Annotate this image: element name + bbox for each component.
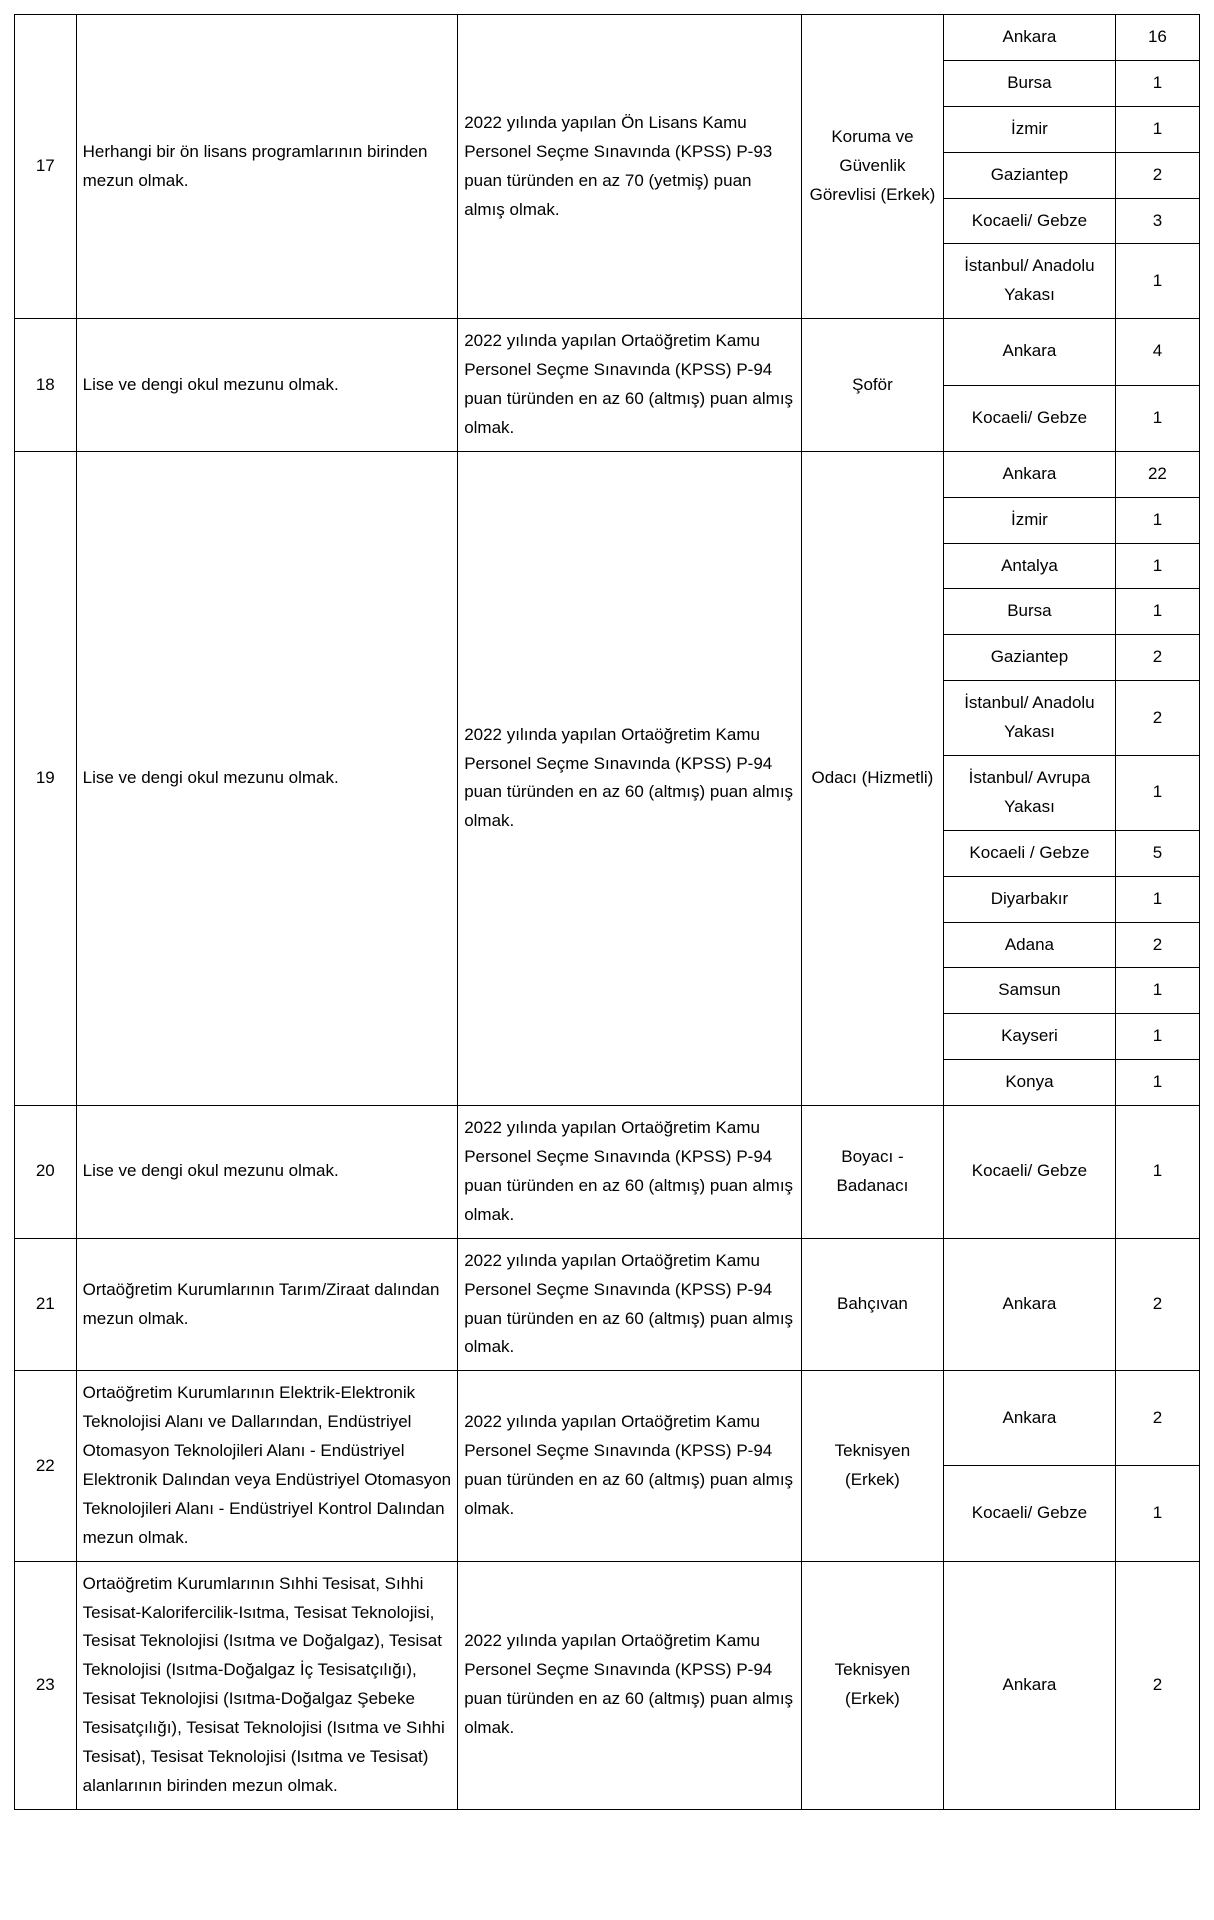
exam-requirement: 2022 yılında yapılan Ortaöğretim Kamu Pe… [458, 1371, 802, 1561]
location-cell: Kocaeli/ Gebze [944, 1106, 1116, 1239]
location-cell: Gaziantep [944, 152, 1116, 198]
count-cell: 1 [1115, 756, 1199, 831]
table-row: 19Lise ve dengi okul mezunu olmak.2022 y… [15, 451, 1200, 497]
count-cell: 3 [1115, 198, 1199, 244]
exam-requirement: 2022 yılında yapılan Ön Lisans Kamu Pers… [458, 15, 802, 319]
table-row: 22Ortaöğretim Kurumlarının Elektrik-Elek… [15, 1371, 1200, 1466]
table-row: 21Ortaöğretim Kurumlarının Tarım/Ziraat … [15, 1238, 1200, 1371]
location-cell: İzmir [944, 106, 1116, 152]
count-cell: 1 [1115, 1060, 1199, 1106]
count-cell: 1 [1115, 876, 1199, 922]
exam-requirement: 2022 yılında yapılan Ortaöğretim Kamu Pe… [458, 319, 802, 452]
table-row: 23Ortaöğretim Kurumlarının Sıhhi Tesisat… [15, 1561, 1200, 1809]
count-cell: 1 [1115, 1014, 1199, 1060]
exam-requirement: 2022 yılında yapılan Ortaöğretim Kamu Pe… [458, 1238, 802, 1371]
row-number: 22 [15, 1371, 77, 1561]
table-row: 17Herhangi bir ön lisans programlarının … [15, 15, 1200, 61]
location-cell: Ankara [944, 1561, 1116, 1809]
location-cell: Kocaeli/ Gebze [944, 1466, 1116, 1561]
location-cell: Ankara [944, 319, 1116, 385]
row-number: 19 [15, 451, 77, 1105]
row-number: 17 [15, 15, 77, 319]
location-cell: İstanbul/ Anadolu Yakası [944, 681, 1116, 756]
count-cell: 16 [1115, 15, 1199, 61]
count-cell: 1 [1115, 385, 1199, 451]
count-cell: 2 [1115, 922, 1199, 968]
positions-table: 17Herhangi bir ön lisans programlarının … [14, 14, 1200, 1810]
count-cell: 2 [1115, 1371, 1199, 1466]
education-requirement: Ortaöğretim Kurumlarının Sıhhi Tesisat, … [76, 1561, 458, 1809]
location-cell: Konya [944, 1060, 1116, 1106]
count-cell: 2 [1115, 1238, 1199, 1371]
education-requirement: Ortaöğretim Kurumlarının Elektrik-Elektr… [76, 1371, 458, 1561]
education-requirement: Herhangi bir ön lisans programlarının bi… [76, 15, 458, 319]
location-cell: Kocaeli/ Gebze [944, 385, 1116, 451]
location-cell: Diyarbakır [944, 876, 1116, 922]
row-number: 23 [15, 1561, 77, 1809]
location-cell: Ankara [944, 451, 1116, 497]
count-cell: 2 [1115, 1561, 1199, 1809]
position-title: Teknisyen (Erkek) [801, 1371, 943, 1561]
exam-requirement: 2022 yılında yapılan Ortaöğretim Kamu Pe… [458, 1561, 802, 1809]
row-number: 20 [15, 1106, 77, 1239]
table-row: 20Lise ve dengi okul mezunu olmak.2022 y… [15, 1106, 1200, 1239]
location-cell: Ankara [944, 1238, 1116, 1371]
education-requirement: Lise ve dengi okul mezunu olmak. [76, 1106, 458, 1239]
count-cell: 2 [1115, 635, 1199, 681]
count-cell: 1 [1115, 968, 1199, 1014]
position-title: Şoför [801, 319, 943, 452]
count-cell: 1 [1115, 497, 1199, 543]
location-cell: Kocaeli/ Gebze [944, 198, 1116, 244]
position-title: Odacı (Hizmetli) [801, 451, 943, 1105]
count-cell: 4 [1115, 319, 1199, 385]
count-cell: 1 [1115, 106, 1199, 152]
count-cell: 22 [1115, 451, 1199, 497]
location-cell: İzmir [944, 497, 1116, 543]
location-cell: Ankara [944, 15, 1116, 61]
location-cell: İstanbul/ Anadolu Yakası [944, 244, 1116, 319]
count-cell: 1 [1115, 60, 1199, 106]
count-cell: 1 [1115, 543, 1199, 589]
position-title: Boyacı - Badanacı [801, 1106, 943, 1239]
count-cell: 1 [1115, 589, 1199, 635]
location-cell: İstanbul/ Avrupa Yakası [944, 756, 1116, 831]
location-cell: Bursa [944, 60, 1116, 106]
count-cell: 1 [1115, 1106, 1199, 1239]
table-row: 18Lise ve dengi okul mezunu olmak.2022 y… [15, 319, 1200, 385]
position-title: Koruma ve Güvenlik Görevlisi (Erkek) [801, 15, 943, 319]
education-requirement: Lise ve dengi okul mezunu olmak. [76, 319, 458, 452]
count-cell: 5 [1115, 830, 1199, 876]
location-cell: Antalya [944, 543, 1116, 589]
exam-requirement: 2022 yılında yapılan Ortaöğretim Kamu Pe… [458, 451, 802, 1105]
location-cell: Gaziantep [944, 635, 1116, 681]
row-number: 18 [15, 319, 77, 452]
count-cell: 1 [1115, 244, 1199, 319]
education-requirement: Lise ve dengi okul mezunu olmak. [76, 451, 458, 1105]
position-title: Bahçıvan [801, 1238, 943, 1371]
location-cell: Kayseri [944, 1014, 1116, 1060]
row-number: 21 [15, 1238, 77, 1371]
location-cell: Kocaeli / Gebze [944, 830, 1116, 876]
location-cell: Ankara [944, 1371, 1116, 1466]
count-cell: 2 [1115, 681, 1199, 756]
location-cell: Samsun [944, 968, 1116, 1014]
education-requirement: Ortaöğretim Kurumlarının Tarım/Ziraat da… [76, 1238, 458, 1371]
location-cell: Bursa [944, 589, 1116, 635]
location-cell: Adana [944, 922, 1116, 968]
count-cell: 2 [1115, 152, 1199, 198]
count-cell: 1 [1115, 1466, 1199, 1561]
exam-requirement: 2022 yılında yapılan Ortaöğretim Kamu Pe… [458, 1106, 802, 1239]
position-title: Teknisyen (Erkek) [801, 1561, 943, 1809]
